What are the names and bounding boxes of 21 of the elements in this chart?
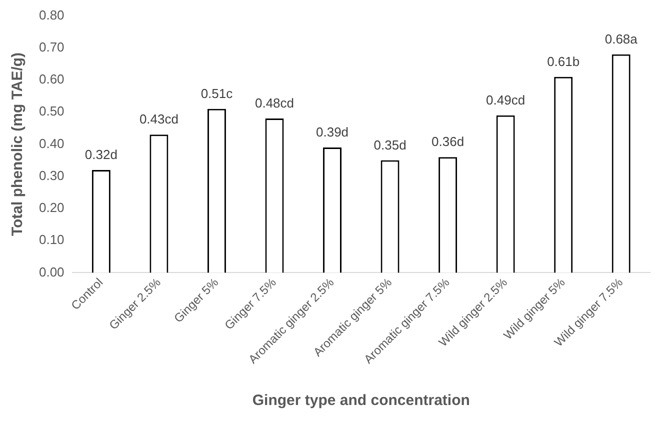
- data-label: 0.43cd: [139, 112, 178, 127]
- y-tick-label: 0.40: [38, 136, 64, 151]
- y-tick-label: 0.80: [38, 7, 64, 22]
- data-label: 0.36d: [432, 134, 464, 150]
- y-tick-label: 0.00: [38, 264, 64, 280]
- data-label: 0.39d: [316, 124, 349, 140]
- data-label: 0.51c: [200, 86, 234, 102]
- data-label: 0.48cd: [254, 96, 294, 111]
- y-tick-label: 0.20: [38, 200, 64, 216]
- y-tick-label: 0.70: [38, 39, 64, 54]
- data-label: 0.35d: [374, 137, 406, 152]
- y-tick-label: 0.60: [38, 72, 64, 87]
- data-label: 0.61b: [547, 54, 580, 69]
- y-tick-label: 0.30: [38, 168, 64, 183]
- data-label: 0.32d: [84, 147, 118, 162]
- y-axis-title: Total phenolic (mg TAE/g): [9, 52, 26, 236]
- y-tick-label: 0.50: [38, 104, 64, 119]
- y-tick-label: 0.10: [38, 232, 64, 248]
- x-axis-title: Ginger type and concentration: [252, 392, 470, 410]
- data-label: 0.49cd: [486, 92, 526, 108]
- data-label: 0.68a: [604, 31, 638, 46]
